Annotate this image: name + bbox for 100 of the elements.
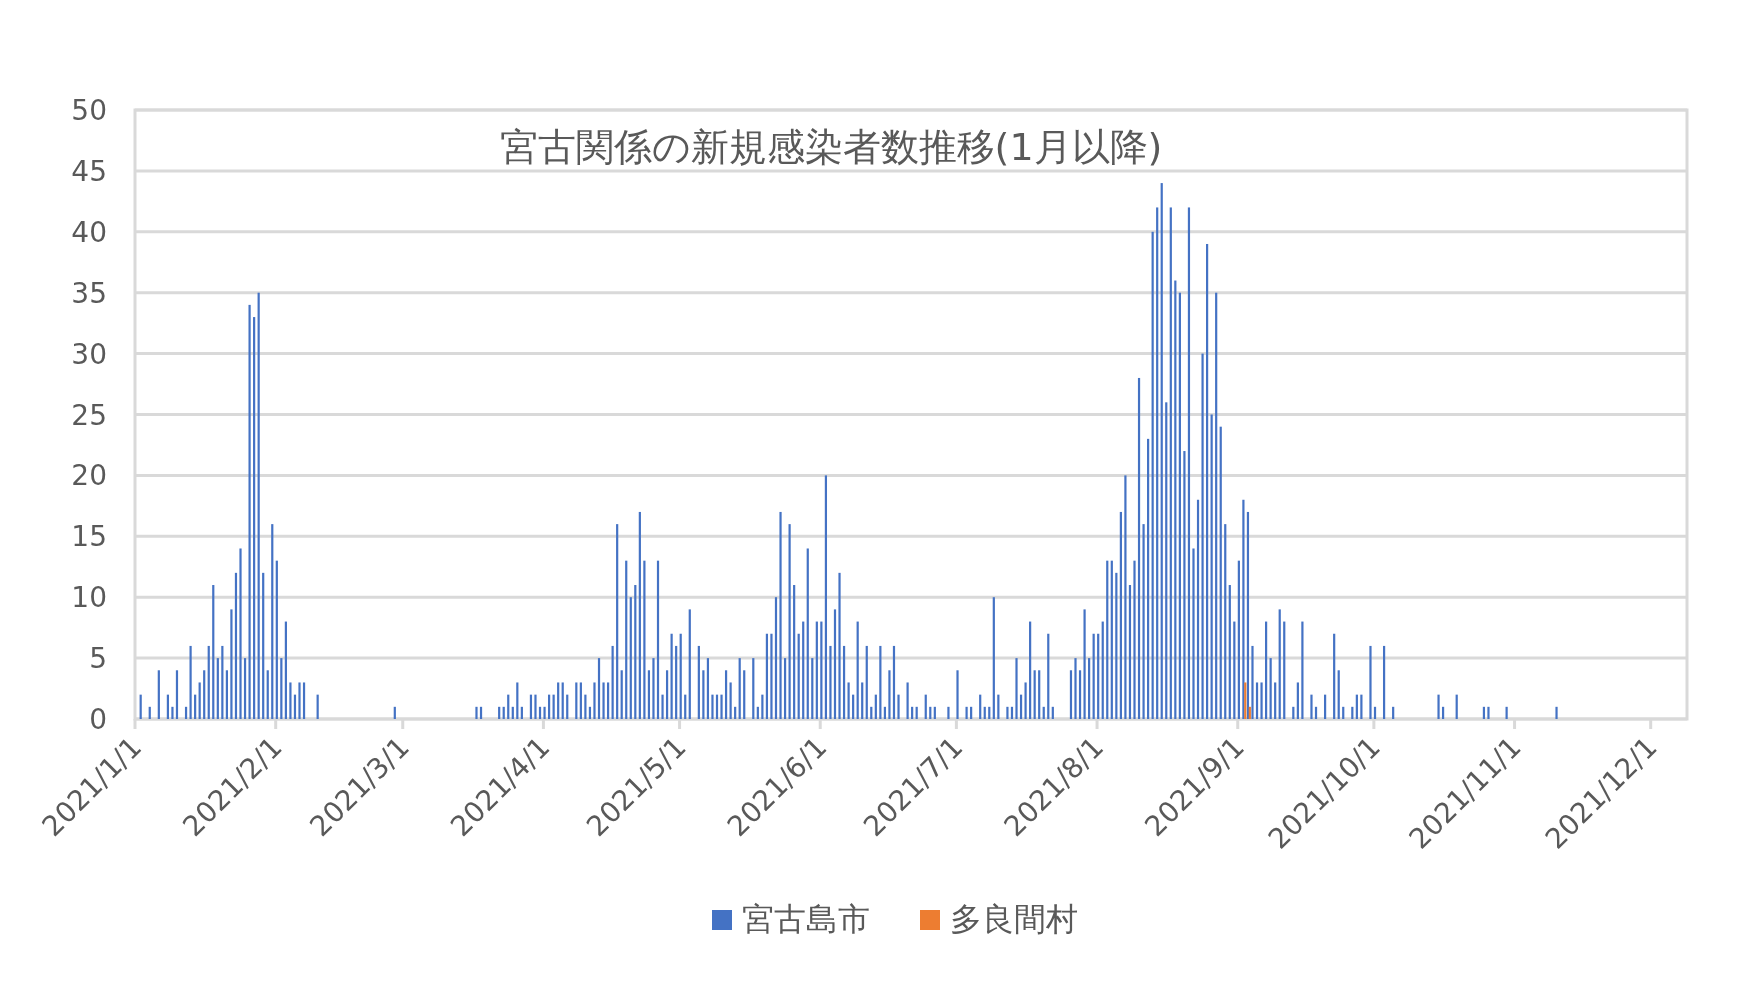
bar <box>1147 438 1150 719</box>
bar <box>670 633 673 719</box>
bar <box>1015 658 1018 719</box>
bar <box>1224 524 1227 719</box>
bar <box>302 682 306 719</box>
bar <box>602 682 605 719</box>
y-tick-label: 5 <box>89 642 107 676</box>
bar <box>243 658 247 719</box>
bar <box>248 304 251 719</box>
y-tick-label: 40 <box>71 215 107 249</box>
legend-label: 多良間村 <box>950 900 1078 938</box>
bar <box>1301 621 1304 719</box>
bar <box>1142 524 1145 719</box>
bar <box>1097 633 1100 719</box>
bar <box>688 609 691 719</box>
bar <box>157 670 160 719</box>
bar <box>1029 621 1032 719</box>
bar <box>879 645 882 719</box>
bar <box>1069 670 1073 719</box>
bar <box>892 645 896 719</box>
bar <box>1487 706 1490 719</box>
bar <box>284 621 287 719</box>
bar <box>1283 621 1286 719</box>
y-tick-label: 20 <box>71 459 107 493</box>
bar <box>203 670 206 719</box>
bar <box>1078 670 1082 719</box>
bar <box>783 658 787 719</box>
bar <box>1296 682 1299 719</box>
bar <box>225 670 228 719</box>
bar <box>1151 231 1154 719</box>
bar <box>856 621 859 719</box>
bar <box>1278 609 1281 719</box>
bar <box>1244 682 1247 719</box>
bar <box>1156 207 1159 719</box>
bar <box>743 670 746 719</box>
y-tick-label: 15 <box>71 520 107 554</box>
bar <box>280 658 283 719</box>
bar <box>1174 280 1177 719</box>
bar <box>620 670 623 719</box>
bar <box>956 670 959 719</box>
bar <box>262 572 265 719</box>
bar <box>1119 511 1122 719</box>
bar <box>788 524 791 719</box>
legend-label: 宮古島市 <box>742 900 870 938</box>
bar <box>765 633 769 719</box>
bar <box>1124 475 1127 719</box>
bar <box>965 706 968 719</box>
bar <box>534 694 537 719</box>
bar <box>842 645 846 719</box>
bar <box>230 609 233 719</box>
bar <box>643 560 646 719</box>
bar <box>298 682 301 719</box>
bar <box>575 682 578 719</box>
bar <box>257 292 260 719</box>
bar <box>1251 645 1254 719</box>
bar <box>629 597 632 719</box>
y-tick-label: 50 <box>71 94 107 127</box>
bar <box>656 560 660 719</box>
bar <box>266 670 269 719</box>
bar <box>770 633 773 719</box>
bar <box>1219 426 1222 719</box>
bar <box>1237 560 1240 719</box>
bar <box>1074 658 1077 719</box>
bar <box>221 645 224 719</box>
bar <box>616 524 619 719</box>
bar <box>234 572 238 719</box>
bar <box>947 706 950 719</box>
bar <box>1110 560 1113 719</box>
bar <box>1092 633 1095 719</box>
chart-title: 宮古関係の新規感染者数推移(1月以降) <box>499 125 1163 169</box>
bar <box>1265 621 1268 719</box>
bar <box>793 585 796 719</box>
bar <box>198 682 201 719</box>
y-tick-label: 35 <box>71 276 107 310</box>
bar <box>1038 670 1041 719</box>
bar <box>724 670 728 719</box>
bar <box>675 645 678 719</box>
bar <box>1215 292 1218 719</box>
bar <box>1133 560 1136 719</box>
bar <box>271 524 274 719</box>
bar <box>838 572 841 719</box>
bar <box>729 682 732 719</box>
bar <box>207 645 210 719</box>
bar <box>557 682 560 719</box>
bar <box>516 682 519 719</box>
bar <box>861 682 864 719</box>
bar <box>1115 572 1118 719</box>
bar <box>1024 682 1027 719</box>
bar <box>1260 682 1263 719</box>
y-tick-label: 0 <box>89 703 107 736</box>
bar <box>253 317 256 719</box>
bar <box>1137 377 1141 719</box>
bar <box>212 585 215 719</box>
bar <box>634 585 637 719</box>
bar <box>1310 694 1313 719</box>
bar <box>289 682 292 719</box>
y-tick-label: 25 <box>71 398 107 432</box>
bar <box>865 645 868 719</box>
bar <box>1437 694 1440 719</box>
bar <box>1555 706 1558 719</box>
